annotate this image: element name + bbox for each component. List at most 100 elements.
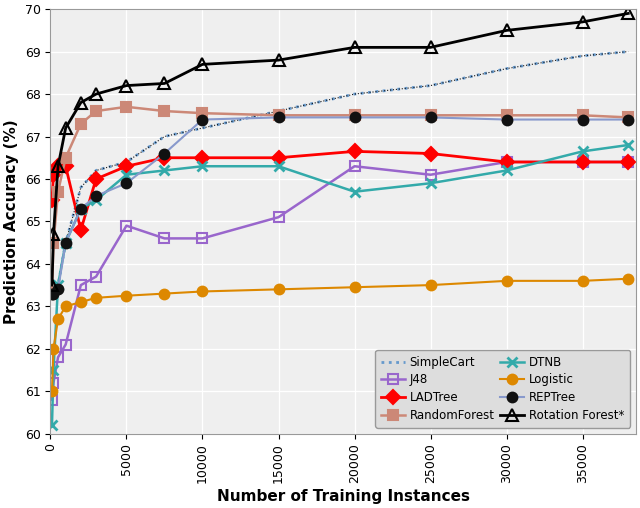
DTNB	[161, 168, 168, 174]
Rotation Forest*	[503, 27, 511, 34]
Line: RandomForest: RandomForest	[47, 102, 633, 299]
RandomForest	[50, 240, 58, 246]
Line: Rotation Forest*: Rotation Forest*	[47, 8, 634, 291]
REPTree	[198, 116, 206, 122]
DTNB	[48, 422, 56, 428]
J48	[50, 379, 58, 386]
Rotation Forest*	[48, 282, 56, 288]
SimpleCart	[92, 168, 100, 174]
LADTree	[123, 163, 131, 169]
DTNB	[503, 168, 511, 174]
Logistic	[625, 276, 632, 282]
RandomForest	[579, 112, 586, 118]
LADTree	[625, 159, 632, 165]
REPTree	[503, 116, 511, 122]
SimpleCart	[427, 82, 435, 88]
Line: Logistic: Logistic	[47, 274, 633, 396]
REPTree	[161, 150, 168, 156]
J48	[92, 274, 100, 280]
Rotation Forest*	[275, 57, 282, 63]
J48	[77, 282, 84, 288]
RandomForest	[77, 121, 84, 127]
REPTree	[123, 180, 131, 186]
RandomForest	[161, 108, 168, 114]
LADTree	[54, 163, 62, 169]
Line: SimpleCart: SimpleCart	[52, 52, 628, 294]
SimpleCart	[48, 291, 56, 297]
LADTree	[503, 159, 511, 165]
RandomForest	[351, 112, 358, 118]
J48	[579, 159, 586, 165]
Rotation Forest*	[161, 80, 168, 86]
Logistic	[503, 278, 511, 284]
SimpleCart	[62, 240, 70, 246]
SimpleCart	[123, 159, 131, 165]
LADTree	[62, 163, 70, 169]
DTNB	[50, 367, 58, 373]
J48	[161, 235, 168, 241]
DTNB	[625, 142, 632, 148]
SimpleCart	[351, 91, 358, 97]
REPTree	[48, 291, 56, 297]
RandomForest	[198, 110, 206, 116]
J48	[351, 163, 358, 169]
Line: J48: J48	[47, 157, 633, 404]
REPTree	[54, 287, 62, 293]
J48	[54, 354, 62, 360]
Rotation Forest*	[50, 231, 58, 237]
DTNB	[198, 163, 206, 169]
REPTree	[77, 206, 84, 212]
Logistic	[198, 289, 206, 295]
DTNB	[427, 180, 435, 186]
Rotation Forest*	[92, 91, 100, 97]
DTNB	[275, 163, 282, 169]
LADTree	[77, 227, 84, 233]
LADTree	[351, 148, 358, 154]
SimpleCart	[198, 125, 206, 131]
RandomForest	[54, 188, 62, 195]
DTNB	[579, 148, 586, 154]
Rotation Forest*	[198, 61, 206, 68]
Logistic	[48, 388, 56, 394]
Line: REPTree: REPTree	[47, 113, 633, 299]
J48	[48, 397, 56, 403]
Logistic	[62, 303, 70, 309]
Logistic	[54, 316, 62, 322]
DTNB	[92, 197, 100, 203]
RandomForest	[92, 108, 100, 114]
REPTree	[427, 114, 435, 120]
LADTree	[161, 155, 168, 161]
Rotation Forest*	[54, 163, 62, 169]
RandomForest	[48, 291, 56, 297]
J48	[275, 214, 282, 220]
J48	[62, 341, 70, 347]
LADTree	[50, 172, 58, 178]
RandomForest	[62, 155, 70, 161]
Rotation Forest*	[427, 44, 435, 50]
RandomForest	[275, 112, 282, 118]
Logistic	[92, 295, 100, 301]
Logistic	[161, 291, 168, 297]
SimpleCart	[503, 66, 511, 72]
DTNB	[62, 240, 70, 246]
Line: LADTree: LADTree	[47, 146, 633, 235]
REPTree	[579, 116, 586, 122]
J48	[427, 172, 435, 178]
Logistic	[579, 278, 586, 284]
Logistic	[427, 282, 435, 288]
DTNB	[351, 188, 358, 195]
DTNB	[123, 172, 131, 178]
REPTree	[275, 114, 282, 120]
J48	[198, 235, 206, 241]
DTNB	[77, 206, 84, 212]
SimpleCart	[625, 49, 632, 55]
Logistic	[50, 346, 58, 352]
Y-axis label: Prediction Accuracy (%): Prediction Accuracy (%)	[4, 119, 19, 324]
Line: DTNB: DTNB	[47, 140, 633, 430]
SimpleCart	[161, 134, 168, 140]
LADTree	[48, 197, 56, 203]
REPTree	[625, 116, 632, 122]
LADTree	[198, 155, 206, 161]
Logistic	[123, 293, 131, 299]
RandomForest	[503, 112, 511, 118]
